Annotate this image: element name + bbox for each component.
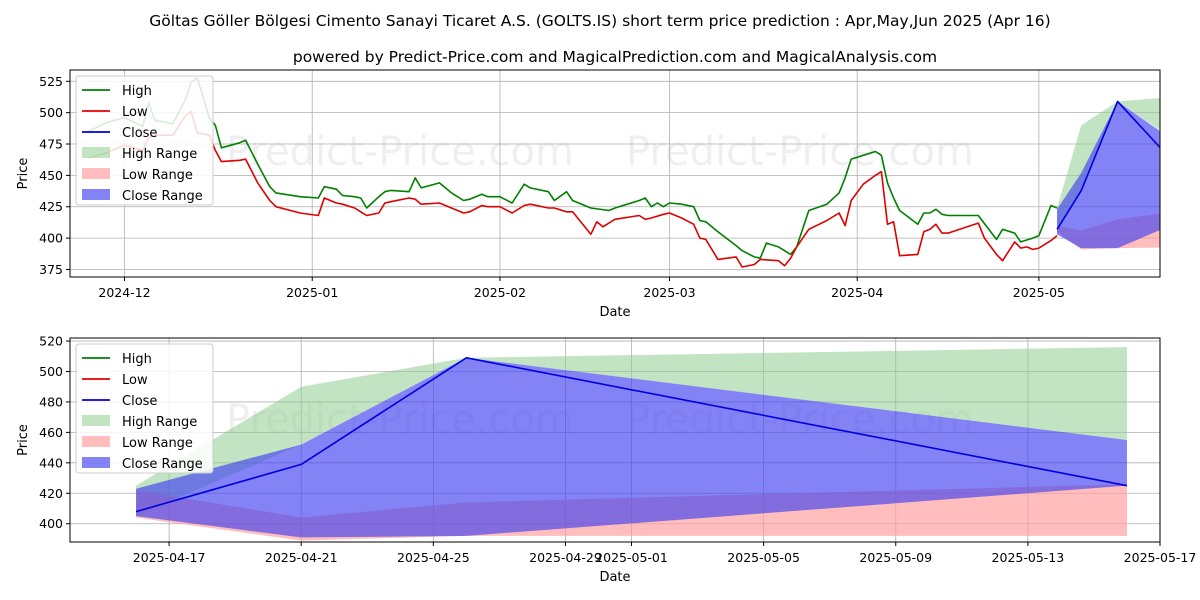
forecast-zoom-panel: Predict-Price.comPredict-Price.com400420… [16, 334, 1196, 585]
legend-item-high-range-label: High Range [122, 415, 197, 430]
legend-item-low-range-label: Low Range [122, 168, 193, 183]
legend-item-high-label: High [122, 84, 152, 99]
legend-item-high-range-label: High Range [122, 147, 197, 162]
y-axis-label: Price [16, 158, 31, 190]
x-tick-label: 2025-04-17 [133, 550, 206, 565]
y-tick-label: 480 [39, 394, 63, 409]
x-tick-label: 2025-05-01 [595, 550, 668, 565]
legend-item-close-range-label: Close Range [122, 189, 203, 204]
y-tick-label: 500 [39, 364, 63, 379]
high-range-band [1057, 98, 1160, 232]
watermark-text: Predict-Price.com [626, 129, 974, 175]
x-tick-label: 2025-05 [1013, 285, 1065, 300]
historical-and-forecast-panel: Predict-Price.com Predict-Price.com 375 400… [16, 69, 1161, 320]
legend-item-high-label: High [122, 352, 152, 367]
legend-item-low-label: Low [122, 373, 148, 388]
legend-item-low-label: Low [122, 105, 148, 120]
y-tick-label: 400 [39, 231, 63, 246]
y-tick-label: 475 [39, 137, 63, 152]
legend-item-close-range-swatch [82, 457, 110, 468]
y-tick-label: 460 [39, 425, 63, 440]
high-range-band [136, 347, 1127, 517]
plot-area [135, 347, 1128, 541]
legend-item-close-label: Close [122, 126, 157, 141]
x-tick-label: 2025-04-21 [265, 550, 338, 565]
chart-title: Göltas Göller Bölgesi Cimento Sanayi Tic… [149, 12, 1050, 30]
legend-box [75, 343, 214, 474]
y-tick-label: 420 [39, 486, 63, 501]
plot-area [87, 76, 1160, 268]
legend-item-close-range-swatch [82, 189, 110, 200]
x-tick-label: 2025-04-25 [397, 550, 470, 565]
y-tick-label: 500 [39, 105, 63, 120]
x-tick-label: 2025-04-29 [529, 550, 602, 565]
axes-frame [69, 337, 1161, 543]
x-tick-label: 2025-05-05 [727, 550, 800, 565]
x-tick-label: 2025-05-17 [1124, 550, 1197, 565]
x-tick-label: 2025-04 [831, 285, 883, 300]
x-axis-label: Date [599, 305, 630, 320]
x-tick-label: 2025-05-13 [992, 550, 1065, 565]
legend-item-low-range-swatch [82, 436, 110, 447]
x-tick-label: 2025-03 [643, 285, 695, 300]
x-tick-label: 2025-05-09 [859, 550, 932, 565]
y-tick-label: 440 [39, 455, 63, 470]
legend-item-high-range-swatch [82, 415, 110, 426]
legend: High Low Close High Range Low Range Close Ran… [75, 75, 214, 206]
close-forecast-line [135, 356, 1128, 513]
legend-box [75, 75, 214, 206]
y-tick-label: 400 [39, 516, 63, 531]
y-tick-label: 450 [39, 168, 63, 183]
axes-frame [69, 69, 1161, 278]
legend-item-low-range-swatch [82, 168, 110, 179]
legend: High Low Close High Range Low Range Close Ran… [75, 343, 214, 474]
y-tick-label: 520 [39, 334, 63, 349]
legend-item-close-range-label: Close Range [122, 457, 203, 472]
x-tick-label: 2025-02 [474, 285, 526, 300]
x-tick-label: 2025-01 [286, 285, 338, 300]
y-axis-label: Price [16, 424, 31, 456]
close-range-band [136, 357, 1127, 538]
close-range-band [1057, 101, 1160, 249]
x-axis-label: Date [599, 570, 630, 585]
x-tick-label: 2024-12 [98, 285, 150, 300]
legend-item-close-label: Close [122, 394, 157, 409]
watermark-text: Predict-Price.com [226, 129, 574, 175]
high-series-line [87, 76, 1058, 260]
chart-subtitle: powered by Predict-Price.com and Magical… [293, 48, 937, 66]
y-tick-label: 375 [39, 262, 63, 277]
legend-item-low-range-label: Low Range [122, 436, 193, 451]
close-forecast-line [1056, 100, 1160, 230]
y-tick-label: 425 [39, 199, 63, 214]
y-tick-label: 525 [39, 74, 63, 89]
legend-item-high-range-swatch [82, 147, 110, 158]
low-series-line [87, 110, 1058, 268]
